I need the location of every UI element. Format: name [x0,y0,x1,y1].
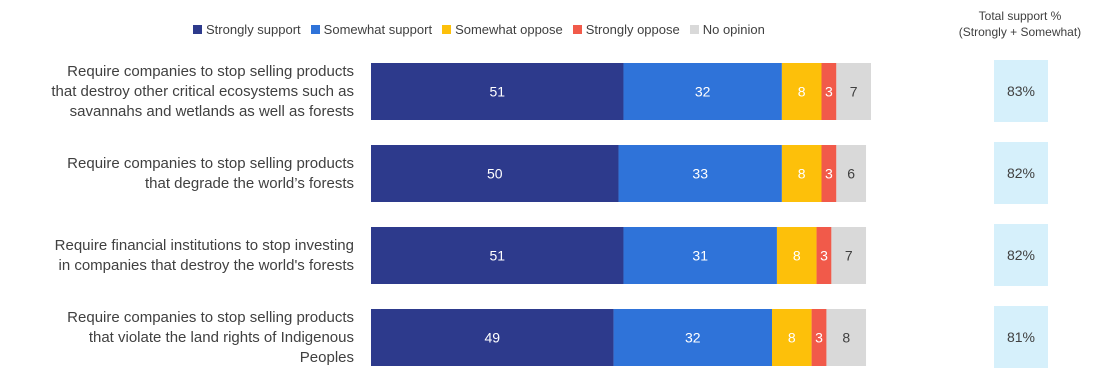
data-label: 51 [489,84,505,100]
bar-segment [821,63,837,120]
chart-legend: Strongly support Somewhat support Somewhat… [193,22,765,37]
data-label: 3 [815,330,823,346]
bar-segment [826,309,867,366]
bar-segment [831,227,867,284]
data-label: 3 [825,166,833,182]
data-label: 33 [692,166,708,182]
bar-segment [821,145,837,202]
total-support-value: 82% [994,224,1048,286]
legend-swatch [310,25,320,34]
data-label: 8 [798,166,806,182]
bar-segment [811,309,827,366]
bar-segment [781,63,822,120]
category-label-line: Require companies to stop selling produc… [67,62,354,80]
data-label: 6 [847,166,855,182]
category-label: Require companies to stop selling produc… [67,154,354,194]
bar-segment [836,63,871,120]
legend-item: Somewhat oppose [442,22,563,37]
category-label-line: that violate the land rights of Indigeno… [88,328,354,346]
legend-item: No opinion [689,22,765,37]
total-support-value: 83% [994,60,1048,122]
data-label: 3 [820,248,828,264]
legend-item: Strongly support [193,22,301,37]
data-label: 32 [685,330,701,346]
category-label-line: savannahs and wetlands as well as forest… [69,102,354,120]
legend-label: Somewhat oppose [455,22,563,37]
category-label: Require companies to stop selling produc… [67,308,354,368]
legend-item: Somewhat support [310,22,433,37]
category-label-line: Require companies to stop selling produc… [67,154,354,172]
data-label: 7 [850,84,858,100]
category-label-line: that degrade the world’s forests [144,174,354,192]
totals-header-line: (Strongly + Somewhat) [958,25,1082,39]
category-label: Require companies to stop selling produc… [51,62,354,122]
total-support-value: 82% [994,142,1048,204]
legend-label: No opinion [702,22,765,37]
legend-label: Somewhat support [323,22,433,37]
totals-header-line: Total support % [978,9,1062,23]
category-label-line: in companies that destroy the world's fo… [58,256,354,274]
legend-label: Strongly support [206,22,301,37]
bar-segment [781,145,822,202]
bar-segment [776,227,817,284]
data-label: 49 [484,330,500,346]
bar-segment [371,63,624,120]
category-label-line: Require companies to stop selling produc… [67,308,354,326]
legend-item: Strongly oppose [572,22,680,37]
bar-segment [618,145,782,202]
bar-segment [771,309,812,366]
data-label: 31 [692,248,708,264]
legend-swatch [442,25,452,34]
legend-swatch [193,25,202,34]
bar-segment [371,309,614,366]
bar-segment [623,63,782,120]
legend-swatch [689,25,699,34]
total-support-value: 81% [994,306,1048,368]
bar-segment [836,145,867,202]
data-label: 7 [845,248,853,264]
bar-segment [613,309,772,366]
data-label: 8 [798,84,806,100]
totals-header: Total support % (Strongly + Somewhat) [940,8,1099,40]
data-label: 8 [788,330,796,346]
legend-swatch [572,25,582,34]
bar-segment [371,145,619,202]
category-label-line: that destroy other critical ecosystems s… [51,82,354,100]
bar-segment [816,227,832,284]
category-label: Require financial institutions to stop i… [55,236,354,276]
category-label-line: Peoples [299,348,354,366]
bar-segment [623,227,777,284]
data-label: 8 [842,330,850,346]
bar-segment [371,227,624,284]
category-label-line: Require financial institutions to stop i… [54,236,354,254]
data-label: 3 [825,84,833,100]
data-label: 32 [695,84,711,100]
data-label: 51 [489,248,505,264]
legend-label: Strongly oppose [585,22,680,37]
data-label: 8 [793,248,801,264]
data-label: 50 [487,166,503,182]
